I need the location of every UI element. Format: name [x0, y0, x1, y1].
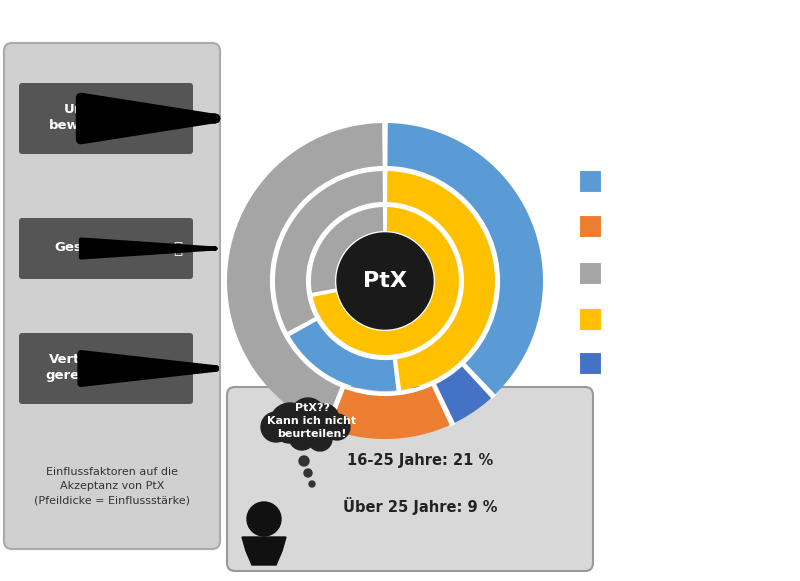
- Polygon shape: [386, 171, 495, 390]
- Circle shape: [309, 404, 339, 434]
- Circle shape: [247, 502, 281, 536]
- Polygon shape: [434, 363, 492, 424]
- Polygon shape: [386, 123, 543, 395]
- Text: 🌳: 🌳: [174, 111, 182, 126]
- FancyBboxPatch shape: [4, 43, 220, 549]
- FancyBboxPatch shape: [578, 307, 602, 331]
- Circle shape: [270, 403, 310, 443]
- Circle shape: [299, 456, 309, 466]
- Text: 🚶: 🚶: [174, 241, 182, 256]
- Text: PtX: PtX: [363, 271, 407, 291]
- FancyBboxPatch shape: [227, 387, 593, 571]
- Circle shape: [337, 233, 433, 329]
- FancyBboxPatch shape: [19, 83, 193, 154]
- Polygon shape: [227, 123, 384, 428]
- Circle shape: [261, 412, 291, 442]
- Circle shape: [304, 469, 312, 477]
- Text: Einflussfaktoren auf die
Akzeptanz von PtX
(Pfeildicke = Einflussstärke): Einflussfaktoren auf die Akzeptanz von P…: [34, 467, 190, 505]
- FancyBboxPatch shape: [19, 333, 193, 404]
- Text: PtX??
Kann ich nicht
beurteilen!: PtX?? Kann ich nicht beurteilen!: [267, 403, 357, 439]
- Circle shape: [324, 414, 350, 440]
- Polygon shape: [328, 383, 451, 439]
- Polygon shape: [289, 318, 398, 391]
- FancyBboxPatch shape: [578, 352, 602, 375]
- Polygon shape: [242, 537, 286, 565]
- Circle shape: [289, 424, 315, 450]
- Text: Umwelt-
bewusstsein: Umwelt- bewusstsein: [49, 103, 142, 132]
- Polygon shape: [313, 207, 459, 355]
- Text: 16-25 Jahre: 21 %: 16-25 Jahre: 21 %: [347, 454, 493, 468]
- Circle shape: [309, 481, 315, 487]
- FancyBboxPatch shape: [578, 261, 602, 285]
- Polygon shape: [275, 171, 384, 333]
- FancyBboxPatch shape: [578, 170, 602, 192]
- FancyBboxPatch shape: [19, 218, 193, 279]
- Text: ⚖: ⚖: [171, 361, 185, 376]
- Text: Verteilungs-
gerechtigkeit: Verteilungs- gerechtigkeit: [45, 353, 145, 382]
- Circle shape: [308, 427, 332, 451]
- Polygon shape: [311, 207, 385, 294]
- Text: Über 25 Jahre: 9 %: Über 25 Jahre: 9 %: [342, 497, 498, 515]
- FancyBboxPatch shape: [578, 214, 602, 238]
- Circle shape: [291, 398, 325, 432]
- Text: Geschlecht: Geschlecht: [54, 241, 136, 254]
